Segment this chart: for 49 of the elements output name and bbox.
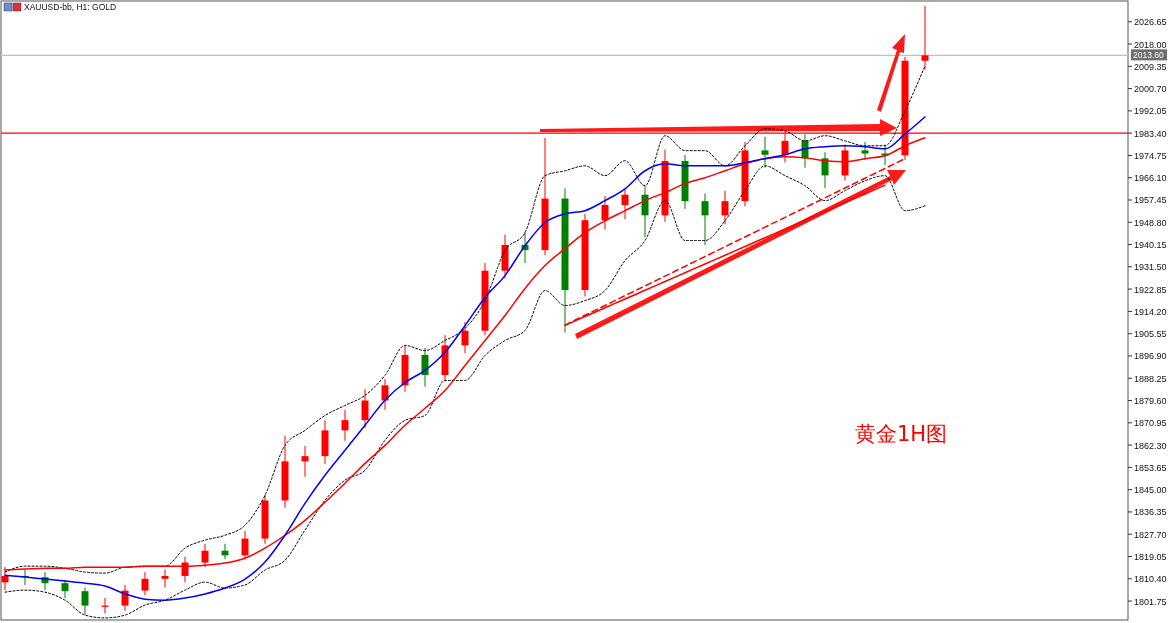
y-tick-label: 1957.45	[1134, 195, 1167, 206]
y-tick-label: 1862.30	[1134, 440, 1167, 451]
y-tick-label: 1836.35	[1134, 507, 1167, 518]
y-tick-label: 1966.10	[1134, 173, 1167, 184]
candlestick	[201, 543, 209, 568]
y-tick-label: 1983.40	[1134, 128, 1167, 139]
annotation: 黄金1H图	[855, 422, 948, 446]
candlestick	[301, 445, 309, 478]
y-tick-label: 2000.70	[1134, 84, 1167, 95]
chart-title: XAUUSD-bb, H1: GOLD	[24, 2, 117, 12]
y-tick-label: 1931.50	[1134, 262, 1167, 273]
candlestick	[821, 151, 829, 189]
candlestick	[621, 187, 629, 220]
candlestick	[381, 378, 389, 411]
candlestick	[861, 141, 869, 161]
candlestick	[761, 136, 769, 169]
candlestick	[421, 347, 429, 388]
y-tick-label: 1801.75	[1134, 596, 1167, 607]
y-tick-label: 1888.25	[1134, 373, 1167, 384]
ref-line-label: 2013.60	[1133, 50, 1164, 61]
y-tick-label: 2009.35	[1134, 61, 1167, 72]
candlestick	[161, 569, 169, 589]
y-tick-label: 1905.55	[1134, 329, 1167, 340]
candlestick	[341, 409, 349, 442]
y-tick-label: 1845.00	[1134, 485, 1167, 496]
y-tick-label: 1870.95	[1134, 418, 1167, 429]
y-tick-label: 2026.65	[1134, 17, 1167, 28]
y-tick-label: 1940.15	[1134, 240, 1167, 251]
candlestick	[141, 571, 149, 596]
candlestick	[461, 321, 469, 354]
y-tick-label: 2018.00	[1134, 39, 1167, 50]
y-tick-label: 1819.05	[1134, 552, 1167, 562]
y-tick-label: 1810.40	[1134, 574, 1167, 585]
y-tick-label: 1914.20	[1134, 306, 1167, 317]
candlestick	[701, 192, 709, 246]
candlestick	[721, 190, 729, 225]
candlestick	[241, 530, 249, 560]
y-tick-label: 1827.70	[1134, 529, 1167, 540]
candlestick	[601, 195, 609, 230]
y-tick-label: 1896.90	[1134, 351, 1167, 362]
y-tick-label: 1853.65	[1134, 462, 1167, 473]
candlestick	[361, 388, 369, 429]
y-tick-label: 1974.75	[1134, 150, 1167, 161]
y-tick-label: 1922.85	[1134, 284, 1167, 295]
y-tick-label: 1948.80	[1134, 217, 1167, 228]
candlestick	[81, 587, 89, 616]
y-tick-label: 1992.05	[1134, 106, 1167, 117]
candlestick	[921, 5, 929, 71]
y-tick-label: 1879.60	[1134, 396, 1167, 407]
